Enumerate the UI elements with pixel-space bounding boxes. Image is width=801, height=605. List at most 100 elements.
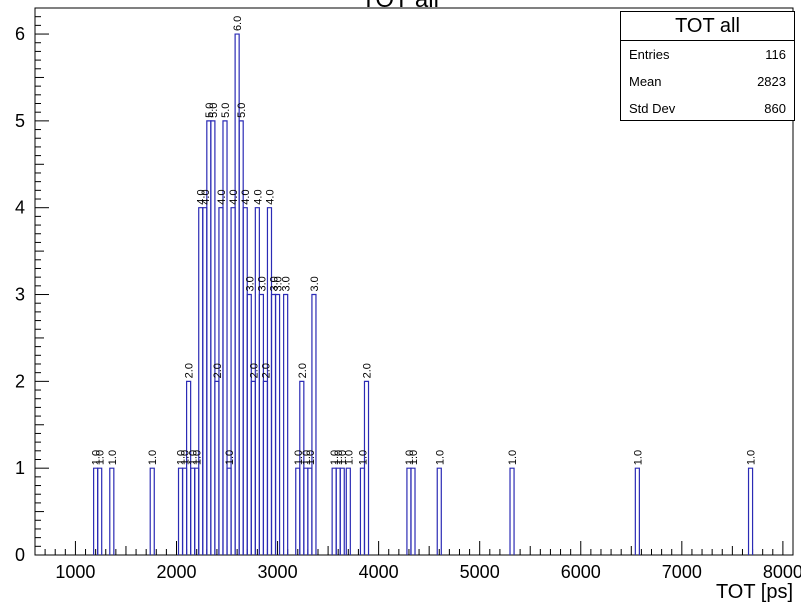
- x-tick-label: 2000: [156, 562, 196, 582]
- histogram-bin: [109, 467, 115, 555]
- stats-label: Entries: [629, 47, 670, 62]
- histogram-bins: [93, 33, 754, 555]
- bin-value-label: 3.0: [256, 276, 268, 291]
- histogram-bin: [331, 467, 337, 555]
- stats-value: 860: [764, 101, 786, 116]
- histogram-bin: [226, 467, 232, 555]
- bin-value-label: 2.0: [361, 363, 373, 378]
- histogram-bin: [406, 467, 412, 555]
- bin-value-label: 1.0: [329, 450, 341, 465]
- bin-value-label: 1.0: [746, 450, 758, 465]
- bin-value-label: 1.0: [337, 450, 349, 465]
- histogram-bin: [186, 380, 192, 555]
- bin-value-label: 1.0: [224, 450, 236, 465]
- histogram-bin: [363, 380, 370, 555]
- y-tick-label: 5: [15, 111, 25, 131]
- histogram-bin: [266, 207, 273, 555]
- histogram-bin: [303, 467, 309, 555]
- stats-row-entries: Entries 116: [621, 41, 794, 68]
- histogram-bin: [246, 293, 252, 555]
- y-tick-label: 6: [15, 24, 25, 44]
- histogram-bin: [270, 293, 277, 555]
- bin-value-label: 1.0: [301, 450, 313, 465]
- bin-value-label: 4.0: [264, 189, 276, 204]
- bin-value-label: 4.0: [228, 189, 240, 204]
- bin-value-label: 1.0: [632, 450, 644, 465]
- bin-value-label: 1.0: [192, 450, 204, 465]
- bin-value-label: 5.0: [220, 103, 232, 118]
- y-tick-label: 2: [15, 371, 25, 391]
- bin-value-label: 4.0: [240, 189, 252, 204]
- x-tick-label: 8000: [763, 562, 801, 582]
- histogram-bin: [295, 467, 301, 555]
- stats-label: Mean: [629, 74, 662, 89]
- histogram-bin: [214, 380, 220, 555]
- bin-value-label: 3.0: [244, 276, 256, 291]
- histogram-bin: [181, 467, 188, 555]
- bin-value-label: 2.0: [184, 363, 196, 378]
- bin-labels: 1.01.0 1.0 1.0 1.01.02.01.01.04.04.05.05.02…: [91, 16, 758, 465]
- bin-value-label: 1.0: [107, 450, 119, 465]
- bin-value-label: 4.0: [200, 189, 212, 204]
- stats-value: 116: [765, 47, 786, 62]
- y-tick-label: 0: [15, 545, 25, 565]
- bin-value-label: 2.0: [260, 363, 272, 378]
- bin-value-label: 1.0: [176, 450, 188, 465]
- bin-value-label: 2.0: [212, 363, 224, 378]
- bin-value-label: 3.0: [273, 276, 285, 291]
- histogram-bin: [218, 207, 224, 555]
- histogram-bin: [210, 120, 216, 555]
- x-tick-label: 7000: [662, 562, 702, 582]
- histogram-bin: [190, 467, 196, 555]
- histogram-bin: [206, 120, 212, 555]
- histogram-bin: [436, 467, 442, 555]
- x-tick-label: 5000: [460, 562, 500, 582]
- histogram-bin: [335, 467, 341, 555]
- x-tick-label: 6000: [561, 562, 601, 582]
- histogram-bin: [194, 467, 200, 555]
- bin-value-label: 1.0: [305, 450, 317, 465]
- bin-value-label: 1.0: [333, 450, 345, 465]
- bin-value-label: 1.0: [408, 450, 420, 465]
- bin-value-label: 2.0: [297, 363, 309, 378]
- bin-value-label: 5.0: [236, 103, 248, 118]
- y-tick-label: 1: [15, 458, 25, 478]
- histogram-bin: [258, 293, 265, 555]
- y-tick-label: 3: [15, 285, 25, 305]
- bin-value-label: 6.0: [232, 16, 244, 31]
- bin-value-label: 1.0: [357, 450, 369, 465]
- x-axis-label: TOT [ps]: [716, 581, 793, 603]
- x-tick-label: 3000: [258, 562, 298, 582]
- histogram-bin: [345, 467, 351, 555]
- histogram-bin: [198, 207, 204, 555]
- histogram-bin: [230, 207, 236, 555]
- y-tick-label: 4: [15, 198, 25, 218]
- bin-value-label: 4.0: [196, 189, 208, 204]
- bin-value-label: 5.0: [204, 103, 216, 118]
- bin-value-label: 4.0: [216, 189, 228, 204]
- histogram-bin: [149, 467, 155, 555]
- histogram-bin: [299, 380, 305, 555]
- histogram-bin: [254, 207, 260, 555]
- histogram-bin: [747, 467, 754, 555]
- plot-title: TOT all: [300, 0, 500, 14]
- bin-value-label: 3.0: [281, 276, 293, 291]
- bin-value-label: 1.0: [95, 450, 107, 465]
- bin-value-label: 4.0: [252, 189, 264, 204]
- bin-value-label: 1.0: [180, 450, 192, 465]
- histogram-bin: [242, 207, 248, 555]
- bin-value-label: 1.0: [404, 450, 416, 465]
- histogram-bin: [509, 467, 515, 555]
- bin-value-label: 5.0: [208, 103, 220, 118]
- bin-value-label: 1.0: [147, 450, 159, 465]
- stats-row-stddev: Std Dev 860: [621, 95, 794, 122]
- histogram-bin: [262, 380, 269, 555]
- bin-value-label: 3.0: [309, 276, 321, 291]
- histogram-bin: [93, 467, 99, 555]
- stats-row-mean: Mean 2823: [621, 68, 794, 95]
- bin-value-label: 1.0: [507, 450, 519, 465]
- x-tick-label: 1000: [55, 562, 95, 582]
- histogram-bin: [250, 380, 256, 555]
- histogram-bin: [97, 467, 103, 555]
